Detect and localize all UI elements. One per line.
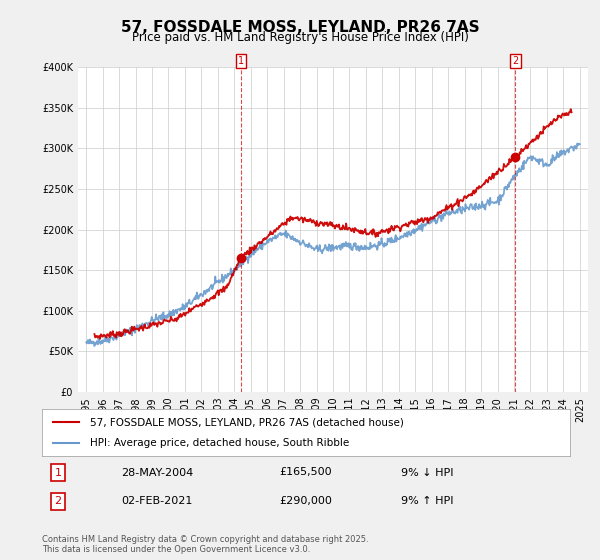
Text: Price paid vs. HM Land Registry's House Price Index (HPI): Price paid vs. HM Land Registry's House …: [131, 31, 469, 44]
Text: Contains HM Land Registry data © Crown copyright and database right 2025.
This d: Contains HM Land Registry data © Crown c…: [42, 535, 368, 554]
Text: 1: 1: [55, 468, 61, 478]
Text: 9% ↓ HPI: 9% ↓ HPI: [401, 468, 454, 478]
Text: 57, FOSSDALE MOSS, LEYLAND, PR26 7AS (detached house): 57, FOSSDALE MOSS, LEYLAND, PR26 7AS (de…: [89, 417, 403, 427]
Text: 1: 1: [238, 55, 244, 66]
Text: £290,000: £290,000: [280, 497, 332, 506]
Text: 57, FOSSDALE MOSS, LEYLAND, PR26 7AS: 57, FOSSDALE MOSS, LEYLAND, PR26 7AS: [121, 20, 479, 35]
Text: 2: 2: [54, 497, 61, 506]
Text: HPI: Average price, detached house, South Ribble: HPI: Average price, detached house, Sout…: [89, 438, 349, 448]
Text: £165,500: £165,500: [280, 468, 332, 478]
Text: 02-FEB-2021: 02-FEB-2021: [121, 497, 193, 506]
Text: 2: 2: [512, 55, 518, 66]
Text: 28-MAY-2004: 28-MAY-2004: [121, 468, 193, 478]
Text: 9% ↑ HPI: 9% ↑ HPI: [401, 497, 454, 506]
